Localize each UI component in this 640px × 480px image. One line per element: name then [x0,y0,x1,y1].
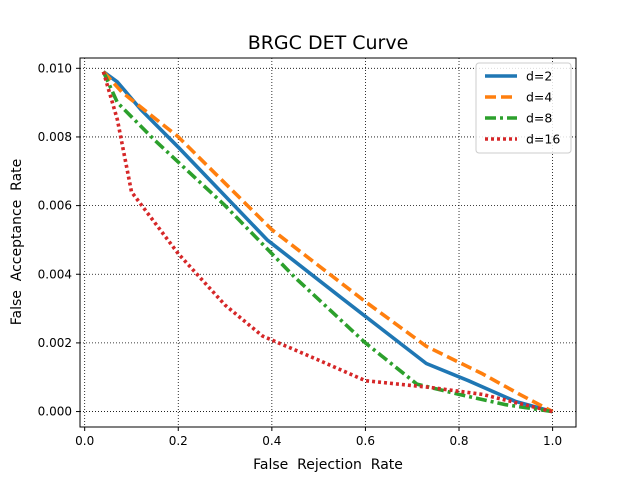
y-tick-label: 0.010 [38,61,72,75]
series-line-d=4 [102,70,554,414]
x-tick-label: 0.2 [169,434,188,448]
y-tick-label: 0.008 [38,130,72,144]
legend-label: d=2 [526,69,552,84]
y-tick-label: 0.002 [38,336,72,350]
y-tick-label: 0.000 [38,405,72,419]
y-tick-label: 0.004 [38,267,72,281]
x-axis: 0.0 0.2 0.4 0.6 0.8 1.0 [75,427,562,448]
x-axis-label: False Rejection Rate [253,457,403,473]
legend-box [475,62,572,154]
legend-label: d=16 [526,132,560,147]
legend: d=2 d=4 d=8 d=16 [475,62,572,154]
y-tick-label: 0.006 [38,199,72,213]
series-line-d=8 [101,70,553,414]
y-axis-label: False Acceptance Rate [9,159,25,326]
x-tick-label: 1.0 [543,434,562,448]
series-line-d=16 [101,71,554,414]
x-tick-label: 0.6 [356,434,375,448]
series-group [101,70,554,414]
plot-frame [79,57,577,428]
x-tick-label: 0.4 [262,434,281,448]
legend-label: d=4 [526,90,552,105]
x-tick-label: 0.0 [75,434,94,448]
x-tick-label: 0.8 [449,434,468,448]
chart-title: BRGC DET Curve [248,32,409,54]
legend-label: d=8 [526,111,552,126]
y-axis: 0.000 0.002 0.004 0.006 0.008 0.010 [38,61,80,419]
